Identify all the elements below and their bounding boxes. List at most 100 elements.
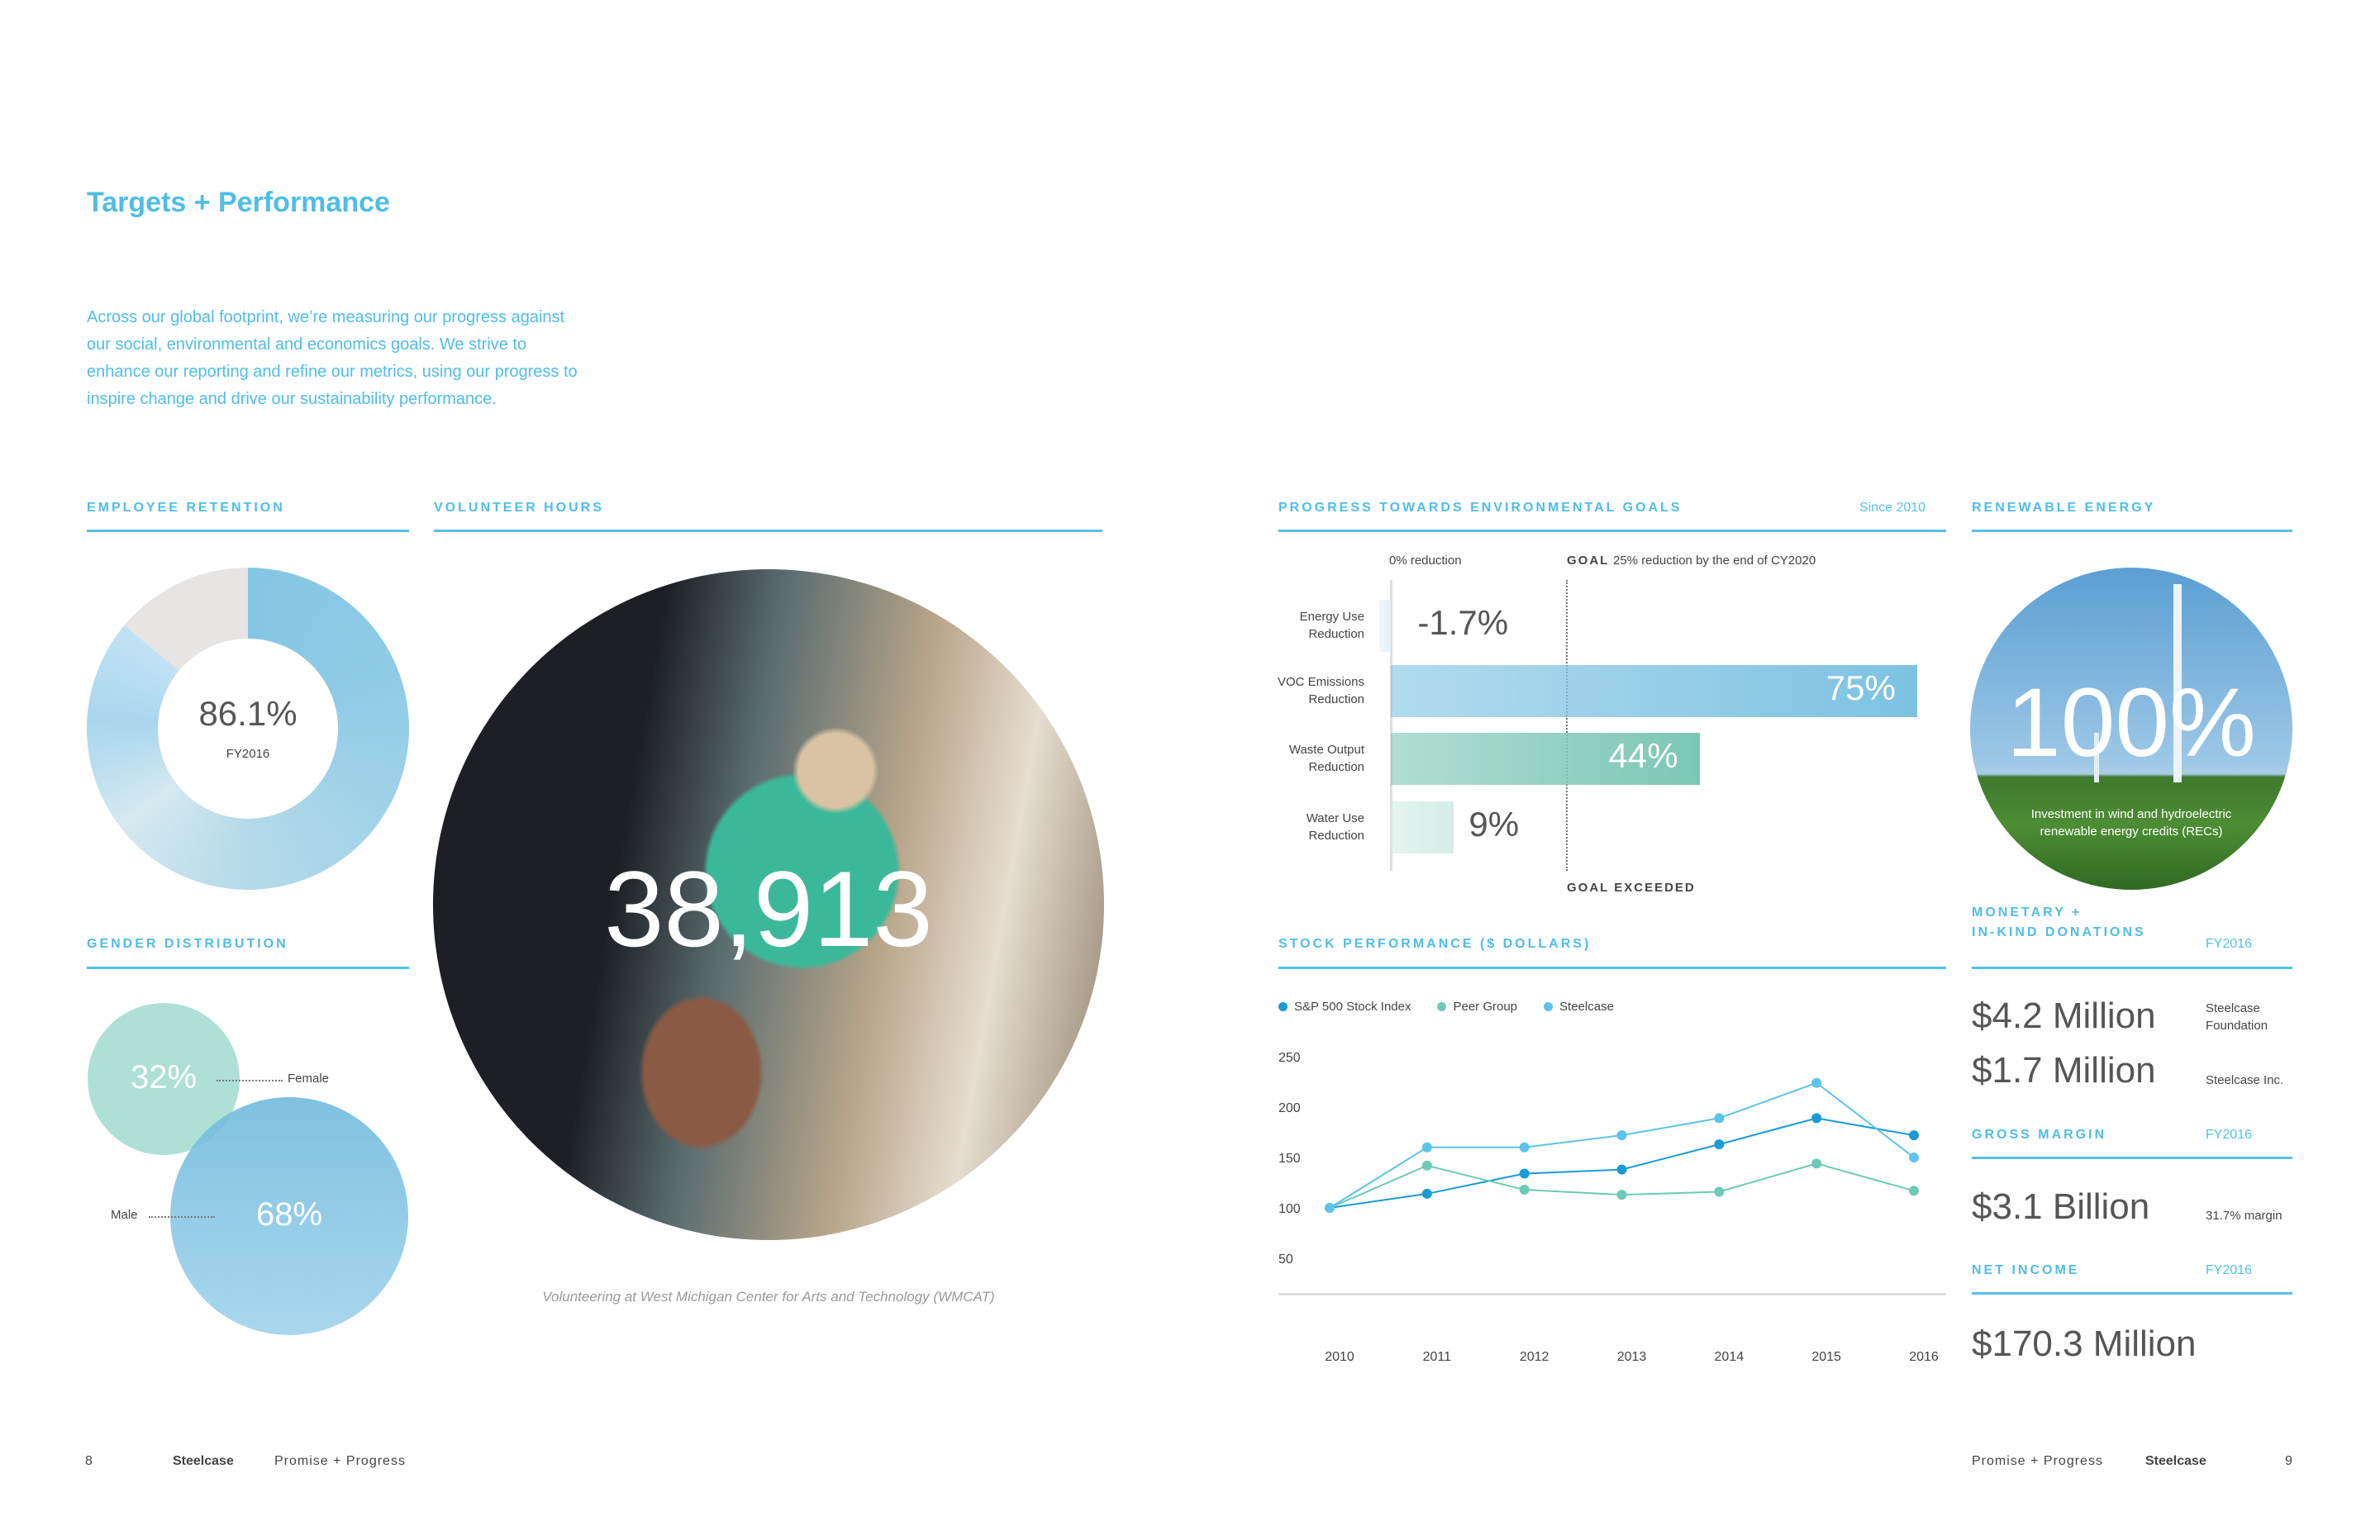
net-income-period: FY2016 [2206,1263,2253,1277]
donation-note: Steelcase Foundation [2206,1001,2268,1033]
gross-margin-note: 31.7% margin [2206,1209,2282,1223]
legend-item: Peer Group [1437,1000,1517,1014]
page-number-right: 9 [2285,1454,2292,1468]
donations-heading-2: IN-KIND DONATIONS [1972,925,2146,939]
retention-value: 86.1% [198,694,298,733]
divider [434,530,1102,532]
wind-turbine-photo: 100% Investment in wind and hydroelectri… [1970,568,2292,890]
series-line [1329,1081,1915,1209]
env-bar-label-line: Water Use [1306,811,1364,825]
gross-margin-heading: GROSS MARGIN [1972,1128,2107,1142]
zero-reduction-label: 0% reduction [1389,554,1462,568]
env-bar-value: 44% [1608,736,1678,775]
page-title: Targets + Performance [87,187,390,218]
legend-label: Steelcase [1559,1000,1614,1014]
turbine-tower [2173,584,2182,782]
data-point [1909,1130,1919,1141]
photo-caption: Volunteering at West Michigan Center for… [542,1289,995,1305]
env-bar [1391,665,1917,717]
data-point [1325,1203,1335,1213]
retention-period: FY2016 [226,747,270,761]
male-value: 68% [255,1196,323,1233]
volunteer-heading: VOLUNTEER HOURS [434,501,604,515]
divider [1972,1292,2292,1295]
y-tick-label: 150 [1278,1152,1301,1166]
env-bar-label: VOC Emissions Reduction [1249,673,1364,708]
net-income-amount: $170.3 Million [1972,1324,2197,1364]
data-point [1421,1160,1432,1171]
male-leader [149,1216,215,1218]
env-bar-label-line: Energy Use [1299,610,1364,624]
legend-item: Steelcase [1544,1000,1614,1014]
female-value: 32% [130,1059,198,1096]
donation-amount: $4.2 Million [1972,996,2156,1036]
footer-brand-left: Steelcase [173,1454,234,1468]
data-point [1519,1185,1530,1195]
env-bar-label-line: Reduction [1308,760,1364,774]
legend-label: S&P 500 Stock Index [1294,1000,1411,1014]
footer-brand-right: Steelcase [2145,1454,2206,1468]
female-leader [217,1080,283,1081]
legend-dot-icon [1278,1002,1288,1011]
donut-hole [158,639,338,819]
env-bar-label: Water Use Reduction [1249,810,1364,844]
y-tick-label: 250 [1278,1051,1301,1065]
env-bar [1391,733,1700,785]
data-point [1811,1077,1822,1088]
goal-exceeded-label: GOAL EXCEEDED [1567,881,1696,895]
page-number-left: 8 [85,1454,93,1468]
data-point [1421,1188,1432,1199]
env-bar-label-line: Waste Output [1288,743,1364,757]
gross-margin-amount: $3.1 Billion [1972,1186,2150,1227]
data-point [1909,1153,1919,1162]
env-bar [1378,600,1391,652]
gender-heading: GENDER DISTRIBUTION [87,937,288,951]
env-bar [1391,801,1454,853]
x-axis-baseline [1278,1293,1946,1295]
donation-note: Steelcase Inc. [2206,1073,2284,1087]
footer-publication-left: Promise + Progress [274,1454,406,1468]
x-tick-label: 2013 [1617,1350,1647,1364]
donations-period: FY2016 [2206,937,2253,951]
chart-legend: S&P 500 Stock Index Peer Group Steelcase [1278,1000,1614,1014]
volunteer-photo [433,569,1104,1240]
x-tick-label: 2010 [1325,1350,1354,1364]
data-point [1909,1186,1919,1196]
legend-dot-icon [1544,1002,1554,1011]
male-label: Male [111,1208,138,1222]
env-bar-label-line: Reduction [1308,692,1364,706]
employee-retention-heading: EMPLOYEE RETENTION [87,501,285,515]
zero-axis [1390,580,1392,871]
data-point [1714,1139,1725,1150]
legend-dot-icon [1437,1002,1447,1011]
goal-line [1566,580,1568,871]
footer-publication-right: Promise + Progress [1972,1454,2103,1468]
net-income-heading: NET INCOME [1972,1263,2080,1277]
data-point [1811,1158,1822,1169]
divider [1278,530,1946,532]
env-goals-heading: PROGRESS TOWARDS ENVIRONMENTAL GOALS [1278,501,1683,515]
goal-text: 25% reduction by the end of CY2020 [1613,554,1816,568]
goal-word: GOAL [1567,554,1610,568]
renewable-heading: RENEWABLE ENERGY [1972,501,2156,515]
env-bar-value: -1.7% [1417,603,1509,642]
data-point [1421,1142,1432,1153]
data-point [1714,1113,1725,1124]
x-tick-label: 2014 [1715,1350,1745,1364]
divider [87,967,409,969]
legend-item: S&P 500 Stock Index [1278,1000,1411,1014]
divider [1972,530,2292,532]
env-bar-label-line: Reduction [1308,829,1364,843]
gross-margin-period: FY2016 [2206,1128,2253,1142]
data-point [1616,1164,1627,1175]
stock-heading: STOCK PERFORMANCE ($ DOLLARS) [1278,937,1592,951]
stock-chart: 250 200 150 100 50 2010 2011 2012 2013 2014 2015 20… [1278,1051,1946,1364]
data-point [1616,1190,1627,1200]
env-bar-value: 75% [1825,668,1896,707]
x-tick-label: 2012 [1520,1350,1549,1364]
volunteer-hours-value: 38,913 [604,848,933,969]
env-bar-label-line: Reduction [1308,627,1364,641]
y-tick-label: 100 [1278,1202,1301,1216]
intro-paragraph: Across our global footprint, we’re measu… [87,308,578,408]
divider [1972,967,2292,969]
